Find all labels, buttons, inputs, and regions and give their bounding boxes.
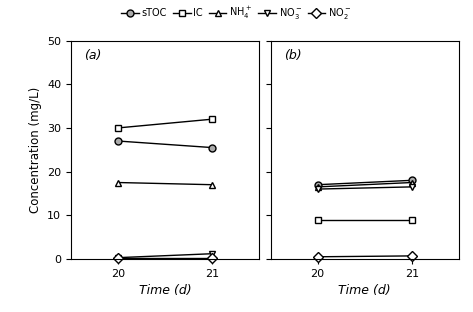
Text: (a): (a) bbox=[84, 49, 102, 62]
Text: (b): (b) bbox=[284, 49, 301, 62]
Y-axis label: Concentration (mg/L): Concentration (mg/L) bbox=[28, 87, 42, 213]
X-axis label: Time (d): Time (d) bbox=[338, 284, 391, 297]
X-axis label: Time (d): Time (d) bbox=[139, 284, 192, 297]
Legend: sTOC, IC, $\mathrm{NH_4^+}$, $\mathrm{NO_3^-}$, $\mathrm{NO_2^-}$: sTOC, IC, $\mathrm{NH_4^+}$, $\mathrm{NO… bbox=[122, 5, 351, 21]
